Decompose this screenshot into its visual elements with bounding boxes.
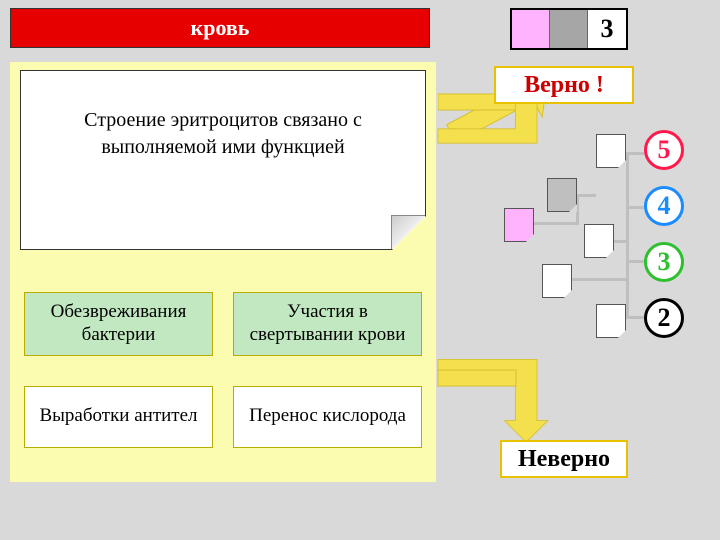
ladder-node bbox=[547, 178, 577, 212]
ladder-score-4: 4 bbox=[644, 186, 684, 226]
ladder-connector bbox=[576, 194, 596, 197]
score-gray bbox=[550, 10, 588, 48]
card-dogear-icon bbox=[392, 216, 426, 250]
ladder-node bbox=[596, 134, 626, 168]
feedback-wrong: Неверно bbox=[500, 440, 628, 478]
score-boxes: 3 bbox=[510, 8, 628, 50]
ladder-node bbox=[504, 208, 534, 242]
score-pink bbox=[512, 10, 550, 48]
answer-option-2[interactable]: Выработки антител bbox=[24, 386, 213, 448]
main-panel: Строение эритроцитов связано с выполняем… bbox=[10, 62, 436, 482]
score-white: 3 bbox=[588, 10, 626, 48]
answer-option-0[interactable]: Обезвреживания бактерии bbox=[24, 292, 213, 356]
ladder-connector bbox=[572, 278, 626, 281]
answers-grid: Обезвреживания бактерии Участия в сверты… bbox=[10, 282, 436, 448]
ladder-score-5: 5 bbox=[644, 130, 684, 170]
ladder-score-2: 2 bbox=[644, 298, 684, 338]
answer-option-1[interactable]: Участия в свертывании крови bbox=[233, 292, 422, 356]
feedback-correct: Верно ! bbox=[494, 66, 634, 104]
title-bar: кровь bbox=[10, 8, 430, 48]
answer-option-3[interactable]: Перенос кислорода bbox=[233, 386, 422, 448]
ladder-diagram: 5 4 3 2 bbox=[484, 130, 704, 400]
ladder-connector bbox=[626, 152, 629, 319]
ladder-node bbox=[584, 224, 614, 258]
ladder-connector bbox=[534, 222, 579, 225]
title-text: кровь bbox=[191, 15, 250, 41]
ladder-node bbox=[596, 304, 626, 338]
ladder-node bbox=[542, 264, 572, 298]
question-text: Строение эритроцитов связано с выполняем… bbox=[84, 109, 362, 158]
ladder-score-3: 3 bbox=[644, 242, 684, 282]
question-card: Строение эритроцитов связано с выполняем… bbox=[20, 70, 426, 250]
